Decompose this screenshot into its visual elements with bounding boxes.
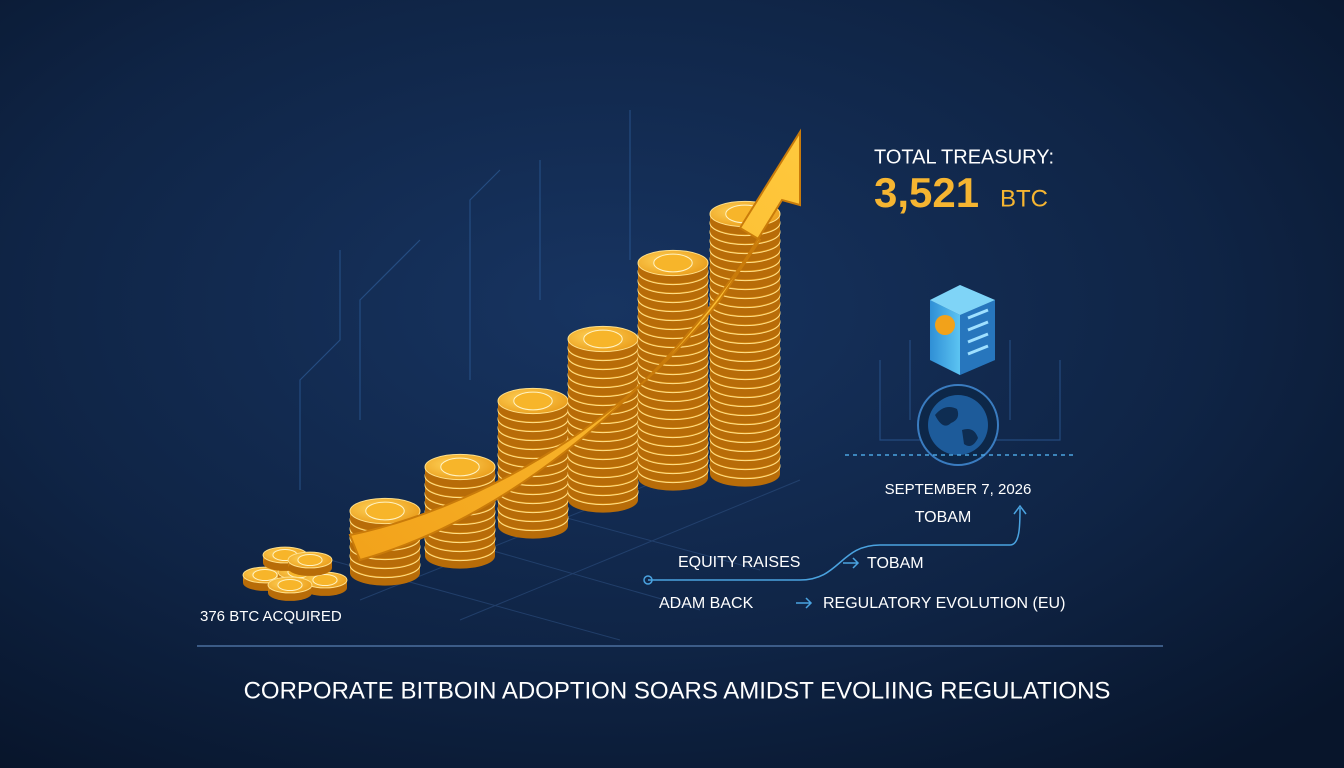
acquired-label: 376 BTC ACQUIRED <box>200 608 342 625</box>
timeline-item: TOBAM <box>915 509 972 526</box>
growth-arrow <box>348 128 801 562</box>
building-icon <box>930 285 995 375</box>
treasury-label: TOTAL TREASURY: <box>874 146 1054 168</box>
treasury-unit: BTC <box>1000 185 1048 212</box>
coin-logo <box>583 329 623 349</box>
coin-logo <box>365 501 405 521</box>
treasury-amount: 3,521 <box>874 169 979 216</box>
coin-logo <box>252 568 278 582</box>
coin-logo <box>297 553 323 567</box>
coin-stacks <box>242 200 781 601</box>
coin-logo <box>440 457 480 477</box>
globe-icon <box>917 384 999 466</box>
coin-logo <box>513 391 553 411</box>
timeline-item: ADAM BACK <box>659 595 754 612</box>
coin-logo <box>312 573 338 587</box>
coin-logo <box>277 578 303 592</box>
timeline-item: EQUITY RAISES <box>678 554 800 571</box>
headline: CORPORATE BITBOIN ADOPTION SOARS AMIDST … <box>244 677 1111 704</box>
date-label: SEPTEMBER 7, 2026 <box>885 481 1032 498</box>
timeline-item: TOBAM <box>867 555 924 572</box>
timeline-item: REGULATORY EVOLUTION (EU) <box>823 595 1065 612</box>
connector-lines <box>643 454 1075 609</box>
coin-logo <box>653 253 693 273</box>
